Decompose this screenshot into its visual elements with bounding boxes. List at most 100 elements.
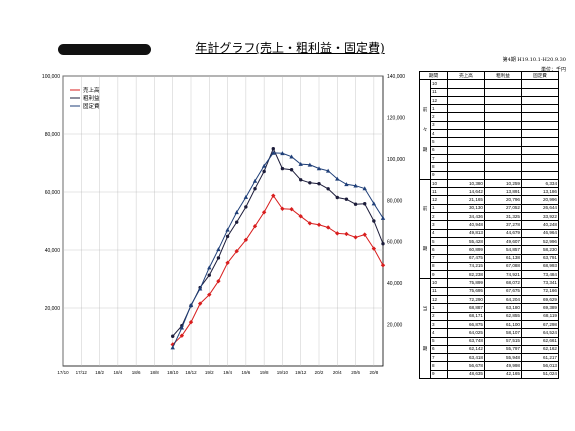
month-cell: 9: [430, 170, 448, 180]
table-row: 2: [420, 112, 559, 122]
month-cell: 10: [430, 178, 448, 189]
legend-label: 売上高: [83, 86, 100, 94]
fixed-cost-cell: 46,964: [521, 228, 559, 238]
table-row: 9: [420, 170, 559, 180]
plot-area: [62, 75, 384, 367]
x-tick-label: 20/6: [351, 370, 360, 375]
data-point: [179, 333, 185, 338]
data-point: [298, 161, 303, 166]
data-point: [353, 202, 358, 206]
data-point: [353, 235, 358, 240]
fixed-cost-cell: 69,629: [521, 294, 559, 305]
gross-profit-cell: [484, 79, 522, 89]
sales-cell: 68,887: [447, 303, 485, 313]
fixed-cost-cell: 67,298: [521, 319, 559, 330]
fixed-cost-cell: 51,024: [521, 369, 559, 380]
gross-profit-cell: 54,857: [484, 245, 522, 255]
table-row: 11 75,695 67,675 72,166: [420, 286, 559, 297]
gross-profit-cell: 67,088: [484, 261, 522, 272]
fixed-cost-cell: 61,217: [521, 353, 559, 363]
data-point: [261, 163, 267, 168]
gross-profit-cell: 49,998: [484, 361, 522, 371]
data-point: [289, 168, 294, 172]
y-left-tick-label: 20,000: [45, 306, 61, 312]
series-line-2: [172, 152, 384, 348]
data-point: [262, 169, 266, 174]
sales-cell: 75,695: [447, 286, 485, 297]
data-point: [344, 197, 349, 201]
table-row: 6 62,142 55,797 62,162: [420, 344, 559, 355]
table-row: 5 63,748 57,515 62,661: [420, 336, 559, 346]
data-point: [216, 247, 221, 252]
data-point: [316, 166, 322, 171]
gross-profit-cell: 13,891: [484, 187, 522, 197]
month-cell: 3: [430, 120, 448, 131]
data-point: [335, 195, 339, 200]
y-right-tick-label: 140,000: [387, 74, 405, 80]
data-point: [261, 210, 267, 215]
col-sales-header: 売上高: [447, 70, 485, 81]
data-point: [316, 222, 322, 227]
fixed-cost-cell: 26,644: [521, 203, 559, 214]
fixed-cost-cell: 40,248: [521, 220, 559, 230]
sales-cell: 40,948: [447, 220, 485, 230]
data-point: [188, 319, 194, 325]
data-point: [344, 182, 349, 187]
group-label-char: 々: [422, 126, 428, 132]
gross-profit-cell: 74,921: [484, 270, 522, 280]
gross-profit-cell: [484, 104, 522, 114]
sales-cell: 14,642: [447, 187, 485, 197]
group-label-char: 期: [422, 246, 428, 252]
group-label: 前期: [419, 178, 431, 280]
table-row: 11 14,642 13,891 13,186: [420, 187, 559, 197]
sales-cell: [447, 95, 485, 106]
month-cell: 3: [430, 220, 448, 230]
sales-cell: [447, 145, 485, 155]
x-tick-label: 20/2: [315, 370, 324, 375]
gross-profit-cell: 67,675: [484, 286, 522, 297]
sales-cell: 34,436: [447, 212, 485, 222]
gross-profit-cell: [484, 129, 522, 139]
y-right-tick-label: 60,000: [387, 240, 403, 246]
data-point: [344, 231, 349, 237]
month-cell: 1: [430, 303, 448, 313]
x-tick-label: 19/8: [260, 370, 269, 375]
table-row: 5 55,428 49,607 52,996: [420, 236, 559, 247]
fixed-cost-cell: [521, 112, 559, 122]
data-point: [381, 242, 385, 246]
table-row: 12 21,165 20,796 20,996: [420, 195, 559, 205]
sales-cell: [447, 87, 485, 97]
month-cell: 10: [430, 79, 448, 89]
month-cell: 8: [430, 361, 448, 371]
sales-cell: 49,813: [447, 228, 485, 238]
y-right-tick-label: 120,000: [387, 115, 405, 121]
redacted-company-name: [58, 44, 151, 55]
data-point: [188, 302, 194, 307]
unit-label: 単位：千円: [540, 67, 566, 73]
data-point: [271, 150, 276, 155]
month-cell: 4: [430, 129, 448, 139]
y-left-tick-label: 60,000: [45, 190, 61, 196]
series-line-1: [172, 147, 384, 337]
month-cell: 8: [430, 261, 448, 272]
x-tick-label: 18/8: [150, 370, 159, 375]
fixed-cost-cell: 33,922: [521, 212, 559, 222]
gross-profit-cell: 20,796: [484, 195, 522, 205]
sales-cell: 68,171: [447, 311, 485, 321]
fixed-cost-cell: 52,996: [521, 236, 559, 247]
data-point: [299, 178, 303, 182]
data-point: [243, 237, 249, 243]
fixed-cost-cell: [521, 170, 559, 180]
x-tick-label: 19/10: [277, 370, 289, 375]
gross-profit-cell: [484, 145, 522, 155]
data-point: [252, 178, 258, 183]
fixed-cost-cell: 63,791: [521, 253, 559, 263]
x-tick-label: 18/2: [95, 370, 104, 375]
gross-profit-cell: 61,100: [484, 319, 522, 330]
data-point: [308, 181, 312, 185]
table-row: 8 56,678 49,998 56,013: [420, 361, 559, 371]
sales-cell: 48,635: [447, 369, 485, 380]
table-row: 当期 10 75,899 68,072 73,341: [419, 278, 559, 379]
month-cell: 5: [430, 236, 448, 247]
data-point: [325, 168, 331, 173]
